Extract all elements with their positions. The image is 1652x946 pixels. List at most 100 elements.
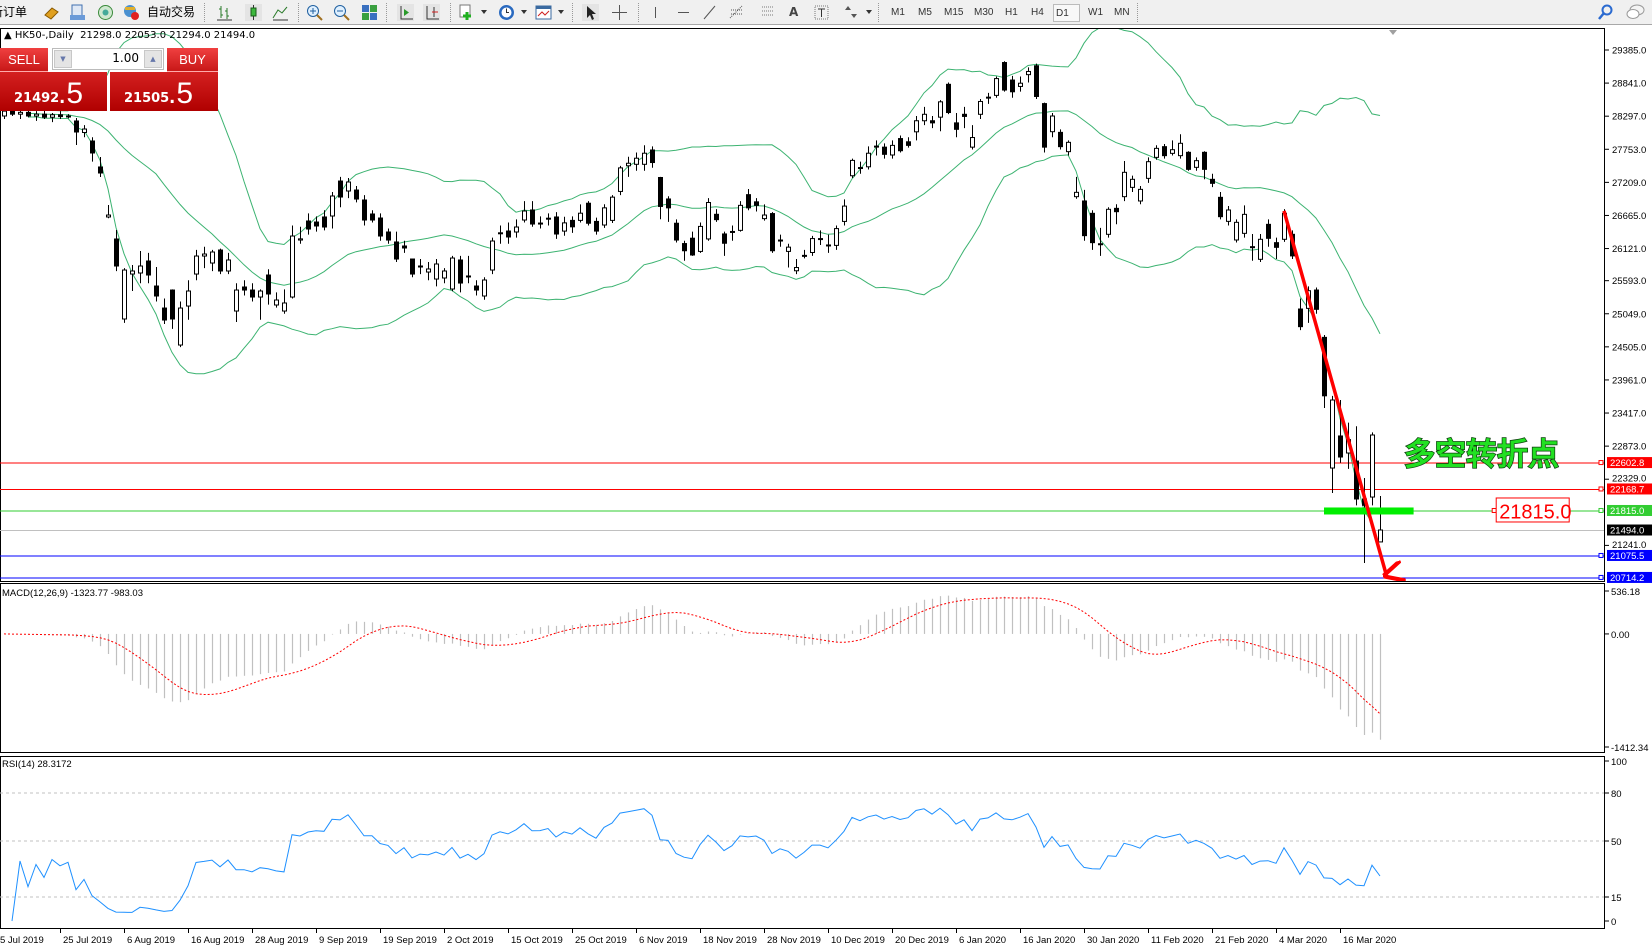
date-tick-label: 15 Oct 2019 bbox=[511, 935, 563, 946]
chart-shift-icon[interactable] bbox=[423, 4, 440, 21]
timeframe-d1[interactable]: D1 bbox=[1053, 4, 1080, 22]
chevron-down-icon[interactable] bbox=[866, 10, 872, 14]
volume-stepper[interactable]: ▼ 1.00 ▲ bbox=[52, 48, 164, 70]
tile-windows-icon[interactable] bbox=[361, 4, 378, 21]
toolbar: 新订单 自动交易 A M1 M5 M15 M30 H1 H4 D1 W1 MN bbox=[0, 0, 1652, 25]
timeframe-h4[interactable]: H4 bbox=[1031, 7, 1044, 18]
candle-body bbox=[1234, 221, 1239, 241]
candle-body bbox=[898, 138, 903, 152]
collapse-icon[interactable]: ▲ bbox=[4, 30, 12, 41]
timeframe-w1[interactable]: W1 bbox=[1088, 7, 1103, 18]
timeframe-mn[interactable]: MN bbox=[1114, 7, 1130, 18]
candle bbox=[1298, 298, 1303, 331]
candle bbox=[490, 237, 495, 275]
line-chart-icon[interactable] bbox=[272, 4, 289, 21]
search-icon[interactable] bbox=[1597, 4, 1614, 21]
level-handle bbox=[1598, 552, 1604, 558]
candle bbox=[962, 106, 967, 129]
candle bbox=[994, 76, 999, 98]
candle-body bbox=[426, 268, 431, 273]
indicators-icon[interactable] bbox=[458, 4, 475, 21]
auto-trade-label[interactable]: 自动交易 bbox=[147, 5, 196, 19]
candle bbox=[1378, 496, 1383, 543]
timeframe-h1[interactable]: H1 bbox=[1005, 7, 1018, 18]
decrease-volume-button[interactable]: ▼ bbox=[54, 50, 72, 68]
rsi-panel bbox=[0, 792, 1604, 922]
history-center-icon[interactable] bbox=[69, 4, 86, 21]
chevron-down-icon[interactable] bbox=[521, 10, 527, 14]
text-icon[interactable]: A bbox=[789, 5, 799, 19]
candle-body bbox=[778, 239, 783, 242]
chevron-down-icon[interactable] bbox=[481, 10, 487, 14]
level-price-tag bbox=[1607, 524, 1652, 536]
sell-button[interactable]: SELL bbox=[0, 48, 48, 72]
candle bbox=[1098, 227, 1103, 256]
signal-icon[interactable] bbox=[97, 4, 114, 21]
crosshair-icon[interactable] bbox=[611, 4, 628, 21]
cursor-icon[interactable] bbox=[582, 4, 599, 21]
vertical-line-icon[interactable] bbox=[647, 4, 664, 21]
date-tick-label: 10 Dec 2019 bbox=[831, 935, 885, 946]
chart-shift-marker[interactable] bbox=[1389, 30, 1397, 35]
candle-body bbox=[90, 140, 95, 154]
timeframe-m30[interactable]: M30 bbox=[974, 7, 994, 18]
increase-volume-button[interactable]: ▲ bbox=[144, 50, 162, 68]
candle bbox=[330, 192, 335, 229]
candle-body bbox=[994, 78, 999, 96]
candle-body bbox=[466, 275, 471, 278]
candle bbox=[618, 165, 623, 196]
gold-icon[interactable] bbox=[43, 4, 60, 21]
trendline-icon[interactable] bbox=[701, 4, 718, 21]
buy-price[interactable]: 21505 .5 bbox=[110, 72, 218, 111]
arrows-icon[interactable] bbox=[843, 4, 860, 21]
candle bbox=[1250, 234, 1255, 261]
separator bbox=[878, 3, 880, 22]
bar-chart-icon[interactable] bbox=[216, 4, 233, 21]
fibo-fan-icon[interactable] bbox=[760, 4, 777, 21]
auto-trade-icon[interactable] bbox=[123, 4, 140, 21]
candle bbox=[642, 145, 647, 171]
candle-body bbox=[194, 255, 199, 275]
date-tick-label: 9 Sep 2019 bbox=[319, 935, 368, 946]
candle bbox=[1210, 173, 1215, 188]
level-price-label: 22168.7 bbox=[1610, 484, 1644, 495]
candle-body bbox=[602, 207, 607, 226]
timeframe-m1[interactable]: M1 bbox=[891, 7, 905, 18]
auto-scroll-icon[interactable] bbox=[397, 4, 414, 21]
volume-input[interactable]: 1.00 bbox=[112, 51, 139, 65]
timeframe-m5[interactable]: M5 bbox=[918, 7, 932, 18]
candle-body bbox=[402, 245, 407, 249]
templates-icon[interactable] bbox=[535, 4, 552, 21]
candle-body bbox=[890, 144, 895, 156]
candle-body bbox=[458, 259, 463, 284]
separator bbox=[386, 3, 388, 22]
sell-price[interactable]: 21492 .5 bbox=[0, 72, 107, 111]
candlestick-icon[interactable] bbox=[245, 4, 262, 21]
buy-button[interactable]: BUY bbox=[167, 48, 218, 72]
candle bbox=[434, 258, 439, 287]
chevron-down-icon[interactable] bbox=[558, 10, 564, 14]
periods-icon[interactable] bbox=[498, 4, 515, 21]
candle bbox=[770, 212, 775, 253]
fibonacci-icon[interactable] bbox=[728, 4, 745, 21]
candle bbox=[1178, 134, 1183, 159]
candle bbox=[498, 225, 503, 244]
candle-body bbox=[1154, 147, 1159, 158]
text-label-icon[interactable] bbox=[813, 4, 830, 21]
candle bbox=[170, 289, 175, 329]
candle-body bbox=[442, 270, 447, 279]
new-order-button[interactable]: 新订单 bbox=[0, 5, 28, 19]
date-tick-label: 6 Nov 2019 bbox=[639, 935, 688, 946]
horizontal-line-icon[interactable] bbox=[675, 4, 692, 21]
zoom-out-icon[interactable] bbox=[333, 4, 350, 21]
candle-body bbox=[82, 128, 87, 133]
chat-icon[interactable] bbox=[1626, 4, 1646, 21]
zoom-in-icon[interactable] bbox=[306, 4, 323, 21]
axes: 29385.0 28841.0 28297.0 27753.0 27209.0 26665… bbox=[0, 46, 1652, 946]
price-tick-label: 28297.0 bbox=[1612, 112, 1646, 123]
candle-body bbox=[666, 198, 671, 209]
candle-body bbox=[554, 216, 559, 235]
candle-body bbox=[690, 237, 695, 256]
timeframe-m15[interactable]: M15 bbox=[944, 7, 964, 18]
